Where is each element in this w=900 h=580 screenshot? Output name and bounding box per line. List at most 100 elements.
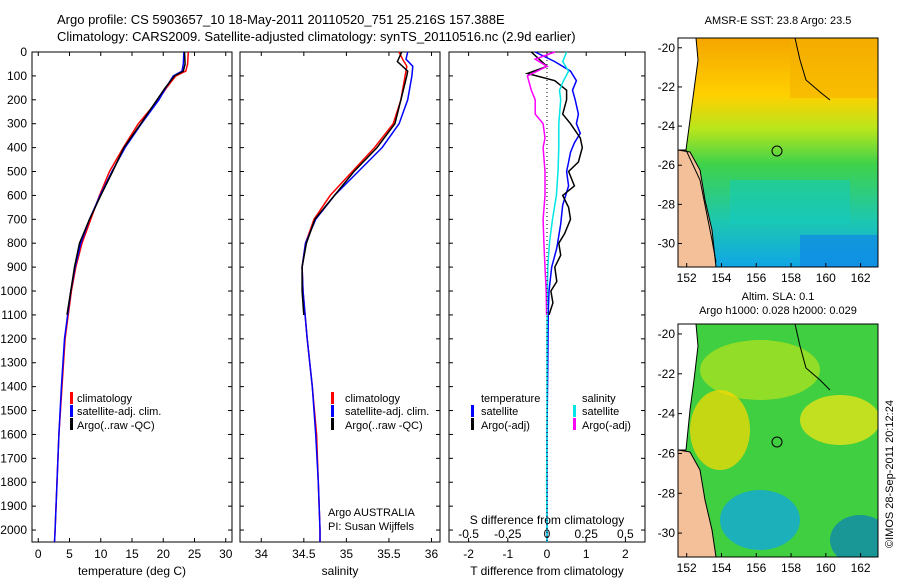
x-tick-label: 5 — [66, 547, 73, 561]
salinity-panel — [239, 51, 441, 543]
sla-low-patch — [720, 490, 800, 550]
lon-tick-label: 154 — [711, 561, 731, 575]
lat-tick-label: -22 — [658, 80, 676, 94]
legend-swatch-argo — [331, 418, 334, 430]
x-tick-label: 0 — [35, 547, 42, 561]
sst-map — [678, 38, 878, 267]
s-difference-xlabel: S difference from climatology — [470, 513, 625, 527]
sst-warm-patch — [790, 38, 878, 98]
depth-tick-label: 1600 — [0, 427, 27, 441]
legend-swatch-climatology — [331, 392, 334, 404]
lat-tick-label: -20 — [658, 327, 676, 341]
x-tick-label: 15 — [125, 547, 139, 561]
s-tick-label: 0 — [544, 527, 551, 541]
legend-temperature-title: temperature — [481, 393, 540, 405]
lat-tick-label: -30 — [658, 237, 676, 251]
depth-tick-label: 1900 — [0, 499, 27, 513]
legend-t-satellite: satellite — [481, 406, 518, 418]
sst-map-title: AMSR-E SST: 23.8 Argo: 23.5 — [705, 15, 852, 27]
series-s-argo — [526, 51, 556, 315]
lat-tick-label: -28 — [658, 197, 676, 211]
legend-climatology: climatology — [345, 393, 401, 405]
sla-high-patch — [700, 340, 820, 400]
series-argo — [66, 51, 186, 316]
depth-tick-label: 2000 — [0, 523, 27, 537]
land-mask — [678, 324, 699, 451]
x-tick-label: 34.5 — [292, 547, 316, 561]
depth-tick-label: 500 — [7, 165, 27, 179]
depth-contour — [685, 149, 717, 263]
depth-tick-label: 1000 — [0, 284, 27, 298]
legend-swatch-satellite — [331, 405, 334, 417]
lat-tick-label: -30 — [658, 526, 676, 540]
depth-tick-label: 1500 — [0, 404, 27, 418]
difference-legend: temperature satellite Argo(-adj) salinit… — [471, 393, 631, 432]
lat-tick-label: -26 — [658, 158, 676, 172]
legend-salinity-title: salinity — [582, 393, 616, 405]
salinity-xlabel: salinity — [322, 564, 359, 578]
lon-tick-label: 162 — [851, 271, 871, 285]
temperature-legend: climatology satellite-adj. clim. Argo(..… — [70, 392, 161, 432]
x-tick-label: 1 — [583, 547, 590, 561]
temperature-xlabel: temperature (deg C) — [78, 564, 186, 578]
s-tick-label: -0.25 — [494, 527, 522, 541]
legend-swatch-s-argo — [573, 418, 576, 430]
legend-satellite: satellite-adj. clim. — [345, 406, 429, 418]
legend-argo: Argo(..raw -QC) — [345, 420, 423, 432]
x-tick-label: 35.5 — [377, 547, 401, 561]
depth-tick-label: 1700 — [0, 451, 27, 465]
lon-tick-label: 158 — [781, 561, 801, 575]
header-line2: Climatology: CARS2009. Satellite-adjuste… — [57, 29, 576, 44]
sla-map-title2: Argo h1000: 0.028 h2000: 0.029 — [699, 305, 857, 317]
depth-tick-label: 100 — [7, 69, 27, 83]
depth-axis: 0 100 200 300 400 500 600 700 800 900 1000 1100 1200… — [0, 45, 645, 537]
x-tick-label: -1 — [502, 547, 513, 561]
lat-tick-label: -24 — [658, 407, 676, 421]
legend-satellite: satellite-adj. clim. — [77, 406, 161, 418]
lon-tick-label: 152 — [677, 561, 697, 575]
depth-tick-label: 400 — [7, 141, 27, 155]
australia-coast — [678, 449, 717, 557]
depth-tick-label: 600 — [7, 188, 27, 202]
lat-tick-label: -24 — [658, 119, 676, 133]
x-tick-label: 35 — [340, 547, 354, 561]
depth-tick-label: 800 — [7, 236, 27, 250]
sla-high-patch-3 — [690, 390, 750, 470]
reef-contour — [794, 38, 831, 101]
lon-tick-label: 156 — [746, 561, 766, 575]
series-t-argo — [524, 51, 584, 316]
pi-label: PI: Susan Wijffels — [328, 521, 414, 533]
depth-tick-label: 900 — [7, 260, 27, 274]
lon-tick-label: 156 — [746, 271, 766, 285]
series-satellite — [301, 51, 414, 542]
legend-swatch-t-argo — [471, 418, 474, 430]
argo-program-label: Argo AUSTRALIA — [328, 507, 415, 519]
australia-coast — [678, 149, 717, 267]
legend-s-argo: Argo(-adj) — [582, 420, 631, 432]
sla-high-patch-2 — [800, 395, 878, 445]
depth-tick-label: 0 — [20, 45, 27, 59]
sst-cold-patch — [800, 235, 878, 267]
x-tick-label: 30 — [219, 547, 233, 561]
salinity-legend: climatology satellite-adj. clim. Argo(..… — [331, 392, 429, 432]
legend-swatch-s-satellite — [573, 405, 576, 417]
sst-map-frame — [677, 37, 879, 268]
x-tick-label: 25 — [188, 547, 202, 561]
legend-swatch-argo — [70, 418, 73, 430]
sla-map-title1: Altim. SLA: 0.1 — [742, 291, 815, 303]
argo-location-marker — [771, 436, 783, 448]
series-satellite — [53, 51, 185, 543]
series-climatology — [53, 51, 190, 543]
legend-swatch-climatology — [70, 392, 73, 404]
sla-map-frame — [677, 323, 879, 558]
depth-tick-label: 1400 — [0, 380, 27, 394]
legend-climatology: climatology — [77, 393, 133, 405]
lon-tick-label: 162 — [851, 561, 871, 575]
temperature-plot: 0 5 10 15 20 25 30 — [35, 51, 233, 561]
depth-tick-label: 1100 — [1, 308, 27, 322]
legend-swatch-satellite — [70, 405, 73, 417]
sst-cool-patch — [730, 180, 850, 225]
sst-axes: 152 154 156 158 160 162 -20 -22 -24 -26 -28 -30 — [658, 41, 871, 285]
temperature-panel — [31, 51, 233, 543]
argo-location-marker — [771, 145, 783, 157]
